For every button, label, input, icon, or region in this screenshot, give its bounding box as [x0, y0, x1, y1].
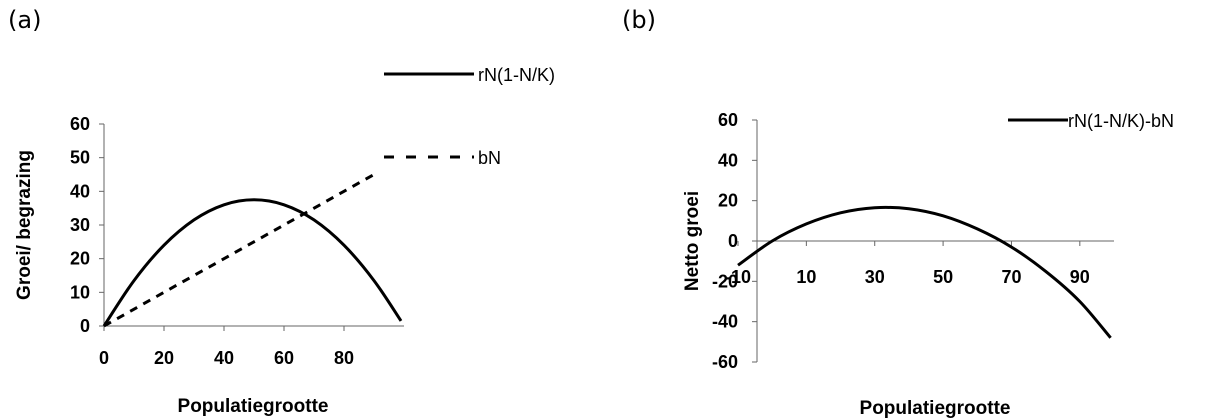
- x-tick-label: 10: [796, 267, 816, 287]
- series-line-2: [103, 173, 375, 328]
- x-axis-title: Populatiegrootte: [860, 398, 1011, 419]
- y-axis-title: Netto groei: [682, 191, 703, 291]
- legend-label-1: rN(1-N/K): [478, 65, 555, 85]
- y-tick-label: 20: [70, 249, 90, 269]
- panel-label-b: (b): [622, 6, 656, 34]
- y-tick-label: -20: [712, 271, 738, 291]
- y-tick-label: 10: [70, 282, 90, 302]
- x-tick-label: 70: [1001, 267, 1021, 287]
- x-tick-label: 90: [1070, 267, 1090, 287]
- y-tick-label: 60: [70, 114, 90, 134]
- x-tick-label: 30: [865, 267, 885, 287]
- legend-label-2: bN: [478, 148, 501, 168]
- y-tick-label: 40: [70, 181, 90, 201]
- x-tick-label: 0: [99, 348, 109, 368]
- x-tick-label: -10: [725, 267, 751, 287]
- series-line-1: [102, 198, 403, 327]
- y-tick-label: 40: [718, 150, 738, 170]
- y-tick-label: 0: [728, 231, 738, 251]
- y-tick-label: 60: [718, 110, 738, 130]
- x-axis-title: Populatiegrootte: [178, 396, 329, 417]
- y-tick-label: -60: [712, 352, 738, 372]
- x-tick-label: 20: [154, 348, 174, 368]
- y-tick-label: 50: [70, 148, 90, 168]
- series-line-1: [737, 205, 1112, 339]
- x-tick-label: 50: [933, 267, 953, 287]
- legend-label-1: rN(1-N/K)-bN: [1068, 111, 1174, 131]
- y-axis-title: Groei/ begrazing: [14, 150, 35, 300]
- y-tick-label: 20: [718, 191, 738, 211]
- x-tick-label: 40: [214, 348, 234, 368]
- y-tick-label: 0: [80, 316, 90, 336]
- y-tick-label: -40: [712, 312, 738, 332]
- y-tick-label: 30: [70, 215, 90, 235]
- x-tick-label: 60: [274, 348, 294, 368]
- x-tick-label: 80: [334, 348, 354, 368]
- panel-label-a: (a): [8, 6, 42, 34]
